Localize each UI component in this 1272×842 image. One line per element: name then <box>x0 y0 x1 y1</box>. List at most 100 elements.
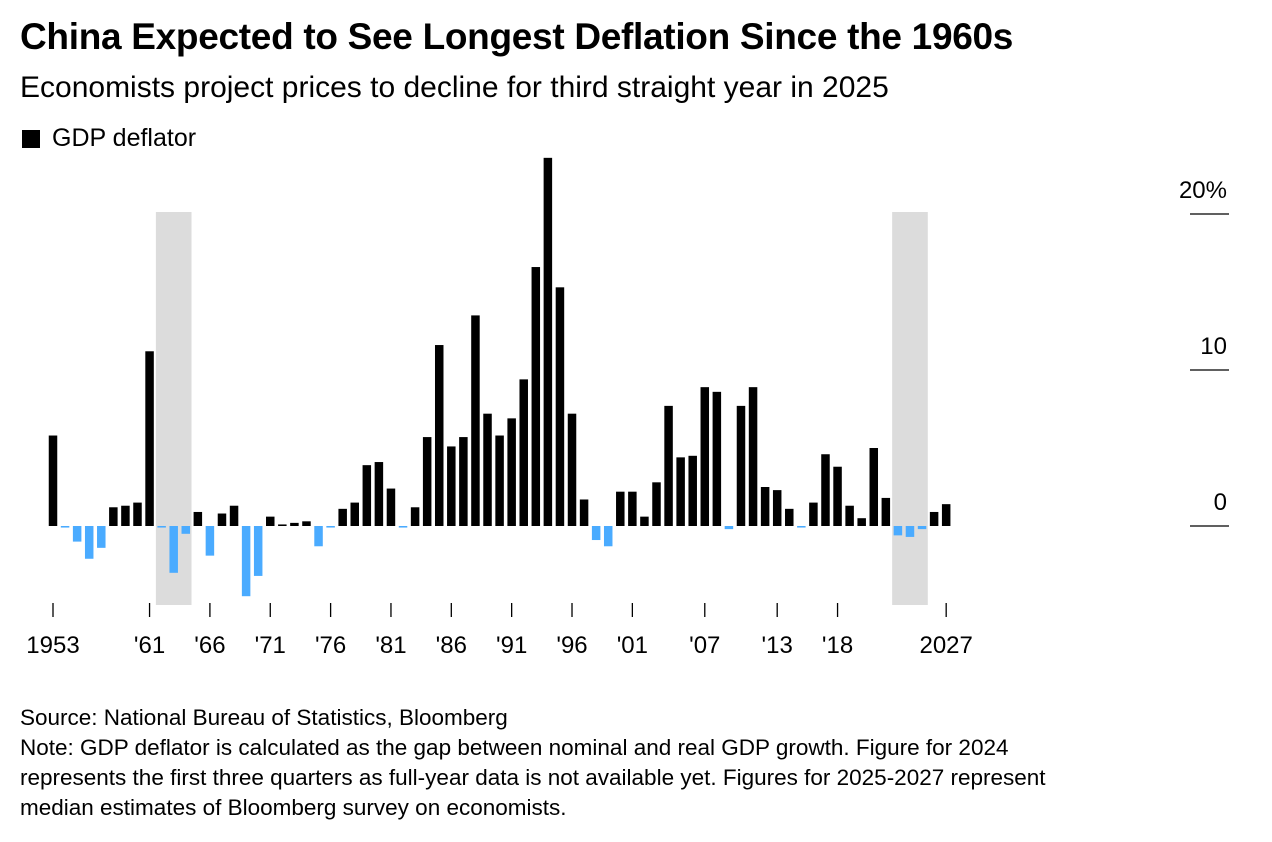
x-tick-label-1971: '71 <box>255 632 286 659</box>
bar-1971 <box>266 516 275 526</box>
bar-chart: 0 10 20% 1953 '61 '66 '71 '76 '81 '86 '91 '96 '01 '07… <box>26 157 1229 659</box>
bar-1960 <box>133 502 142 526</box>
bar-1978 <box>350 502 359 526</box>
bar-1959 <box>121 505 130 526</box>
bar-1982 <box>398 526 408 528</box>
x-tick-label-2013: '13 <box>762 632 793 659</box>
legend-label: GDP deflator <box>52 124 197 152</box>
bar-2018 <box>833 466 842 526</box>
note-line-1: Note: GDP deflator is calculated as the … <box>20 735 1009 760</box>
bar-1985 <box>434 345 444 526</box>
bar-2009 <box>724 526 734 530</box>
bar-1955 <box>72 526 82 542</box>
bar-2000 <box>616 491 625 526</box>
bar-1972 <box>278 524 287 526</box>
bar-2003 <box>652 482 661 526</box>
bar-2008 <box>712 391 722 526</box>
bar-1986 <box>447 446 456 526</box>
bar-1990 <box>495 435 504 526</box>
bar-1957 <box>97 526 106 548</box>
bar-1970 <box>253 526 263 576</box>
bar-2017 <box>821 454 830 526</box>
x-tick-label-2001: '01 <box>617 632 648 659</box>
bar-1991 <box>507 418 516 526</box>
bar-1976 <box>326 526 335 528</box>
bar-1968 <box>229 505 239 526</box>
bar-2001 <box>628 491 637 526</box>
bar-1999 <box>603 526 613 547</box>
bar-2007 <box>700 387 710 526</box>
y-tick-label-20: 20% <box>1179 177 1227 204</box>
bar-2021 <box>869 448 879 526</box>
bar-1963 <box>169 526 178 573</box>
x-tick-label-2018: '18 <box>822 632 853 659</box>
bar-1964 <box>181 526 191 534</box>
note-line-3: median estimates of Bloomberg survey on … <box>20 795 567 820</box>
bar-1973 <box>290 522 299 526</box>
x-tick-label-1996: '96 <box>556 632 587 659</box>
bar-1961 <box>145 351 154 526</box>
note-line-2: represents the first three quarters as f… <box>20 765 1046 790</box>
bar-2011 <box>748 387 758 526</box>
y-tick-label-10: 10 <box>1200 333 1227 360</box>
x-tick-label-1981: '81 <box>375 632 406 659</box>
y-tick-label-0: 0 <box>1214 489 1227 516</box>
bar-2004 <box>664 405 673 526</box>
bar-2020 <box>857 518 866 526</box>
x-tick-label-1986: '86 <box>436 632 467 659</box>
footer: Source: National Bureau of Statistics, B… <box>20 703 1250 823</box>
bar-1995 <box>555 287 565 526</box>
bar-1965 <box>193 511 203 526</box>
bar-1962 <box>157 526 166 528</box>
bar-2010 <box>736 405 746 526</box>
bar-2022 <box>881 497 891 526</box>
bar-1975 <box>314 526 323 547</box>
bar-1993 <box>531 267 541 526</box>
bar-1958 <box>109 507 118 526</box>
source-note: Source: National Bureau of Statistics, B… <box>20 705 508 730</box>
bar-1980 <box>374 462 384 526</box>
chart-title: China Expected to See Longest Deflation … <box>20 16 1014 57</box>
x-tick-label-2007: '07 <box>689 632 720 659</box>
bar-1994 <box>543 157 553 526</box>
bar-1983 <box>410 507 420 526</box>
x-tick-label-2027: 2027 <box>919 632 972 659</box>
bar-1984 <box>422 437 432 526</box>
bar-2005 <box>676 457 685 526</box>
bar-1992 <box>519 379 528 526</box>
bar-2016 <box>809 502 818 526</box>
bar-2012 <box>760 487 770 526</box>
bar-2015 <box>797 526 806 528</box>
bar-2002 <box>640 516 649 526</box>
bar-2014 <box>785 508 794 526</box>
x-tick-label-1966: '66 <box>194 632 225 659</box>
bar-1974 <box>302 521 311 526</box>
bar-1997 <box>579 499 589 526</box>
bar-2006 <box>688 455 697 526</box>
x-tick-label-1961: '61 <box>134 632 165 659</box>
bar-2026 <box>929 511 939 526</box>
bar-2024 <box>905 526 915 537</box>
bar-1953 <box>48 435 58 526</box>
bar-1956 <box>84 526 94 559</box>
bar-2023 <box>893 526 903 536</box>
bar-1977 <box>338 508 347 526</box>
bar-1967 <box>217 513 227 526</box>
bar-1966 <box>205 526 215 556</box>
shaded-period-2 <box>892 212 928 605</box>
bar-1979 <box>362 465 372 526</box>
bar-1969 <box>241 526 251 597</box>
bar-1987 <box>459 437 468 526</box>
bar-2013 <box>772 490 782 526</box>
x-tick-label-1953: 1953 <box>26 632 79 659</box>
x-tick-label-1991: '91 <box>496 632 527 659</box>
bar-2025 <box>917 526 927 530</box>
bar-1996 <box>567 413 577 526</box>
bar-2027 <box>941 504 951 526</box>
legend-swatch <box>22 129 40 148</box>
bar-1989 <box>483 413 492 526</box>
bar-1981 <box>386 488 396 526</box>
bar-1954 <box>60 526 70 528</box>
bar-1998 <box>591 526 601 541</box>
chart-subtitle: Economists project prices to decline for… <box>20 71 889 104</box>
